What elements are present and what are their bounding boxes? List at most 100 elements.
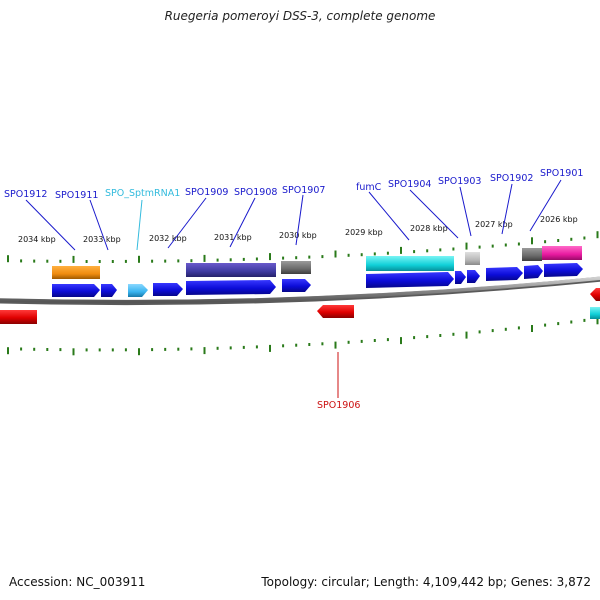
lower-scale-minor-tick xyxy=(504,327,507,331)
cds-arrow-spo1906[interactable] xyxy=(317,305,354,318)
upper-scale-minor-tick xyxy=(124,259,127,263)
cds-arrow-reverse-left[interactable] xyxy=(0,310,37,324)
lower-scale-major-tick xyxy=(203,347,206,355)
cds-arrow-spo1909[interactable] xyxy=(153,283,183,296)
lower-scale-minor-tick xyxy=(282,344,285,348)
upper-scale-minor-tick xyxy=(452,247,455,251)
gene-label-spo1901[interactable]: SPO1901 xyxy=(540,168,583,179)
gene-label-spo1909[interactable]: SPO1909 xyxy=(185,187,228,198)
lower-scale-minor-tick xyxy=(33,347,36,351)
callout-spo1912 xyxy=(25,199,76,251)
upper-scale-minor-tick xyxy=(426,249,429,253)
upper-scale-minor-tick xyxy=(491,244,494,248)
upper-scale-minor-tick xyxy=(46,259,49,263)
kbp-label-2032: 2032 kbp xyxy=(149,234,187,243)
upper-scale-minor-tick xyxy=(517,242,520,246)
gene-label-spo1907[interactable]: SPO1907 xyxy=(282,185,325,196)
topology-text: Topology: circular; Length: 4,109,442 bp… xyxy=(261,575,591,589)
kbp-label-2034: 2034 kbp xyxy=(18,235,56,244)
cds-arrow-spo1904[interactable] xyxy=(455,271,466,284)
lower-scale-major-tick xyxy=(334,341,337,349)
upper-scale-minor-tick xyxy=(229,258,232,262)
gene-label-spo1908[interactable]: SPO1908 xyxy=(234,187,277,198)
lower-scale-major-tick xyxy=(72,348,75,356)
cds-arrow-reverse-right[interactable] xyxy=(590,288,600,301)
callout-spo1903 xyxy=(459,186,472,237)
lower-scale-minor-tick xyxy=(373,339,376,342)
callout-spo1907 xyxy=(295,194,304,246)
lower-scale-minor-tick xyxy=(413,336,416,340)
lower-scale-minor-tick xyxy=(255,345,258,349)
gene-label-spo1904[interactable]: SPO1904 xyxy=(388,179,431,190)
upper-scale-major-tick xyxy=(203,254,206,262)
cds-arrow-spo1911[interactable] xyxy=(101,284,117,297)
feature-block-cyan[interactable] xyxy=(366,256,454,271)
feature-block-gray[interactable] xyxy=(281,261,311,274)
gene-label-spo1906[interactable]: SPO1906 xyxy=(317,400,360,411)
feature-block-orange[interactable] xyxy=(52,266,100,279)
lower-scale-minor-tick xyxy=(46,348,49,351)
cds-arrow-spo1903[interactable] xyxy=(467,270,480,283)
upper-scale-minor-tick xyxy=(373,252,376,256)
map-title: Ruegeria pomeroyi DSS-3, complete genome xyxy=(164,9,436,23)
upper-scale-ticks xyxy=(7,231,599,263)
upper-scale-major-tick xyxy=(531,237,533,245)
upper-scale-minor-tick xyxy=(20,259,23,263)
gene-label-spo1902[interactable]: SPO1902 xyxy=(490,173,533,184)
cds-arrow-spo1907[interactable] xyxy=(282,279,311,292)
cds-arrow-spo1902[interactable] xyxy=(486,267,523,281)
cds-arrow-spo1908[interactable] xyxy=(186,280,276,295)
lower-scale-minor-tick xyxy=(20,347,23,351)
lower-scale-major-tick xyxy=(400,337,402,345)
lower-scale-minor-tick xyxy=(190,347,193,351)
cds-arrow-spo1901[interactable] xyxy=(544,263,583,277)
lower-scale-minor-tick xyxy=(229,346,232,350)
reverse-cds-track xyxy=(0,288,600,324)
upper-scale-minor-tick xyxy=(504,243,507,247)
gene-label-fumc[interactable]: fumC xyxy=(356,182,382,193)
kbp-label-2030: 2030 kbp xyxy=(279,231,317,240)
feature-block-magenta[interactable] xyxy=(542,246,582,260)
upper-scale-minor-tick xyxy=(439,248,442,252)
lower-scale-minor-tick xyxy=(151,348,154,352)
lower-scale-minor-tick xyxy=(242,345,245,349)
upper-scale-major-tick xyxy=(72,255,75,263)
callout-fumc xyxy=(368,191,410,241)
lower-scale-minor-tick xyxy=(164,347,167,351)
feature-block-darkgray[interactable] xyxy=(522,248,542,261)
gene-label-sptmrna1[interactable]: SPO_SptmRNA1 xyxy=(105,188,180,199)
cds-arrow-spo1912[interactable] xyxy=(52,284,100,297)
lower-scale-minor-tick xyxy=(452,332,455,336)
cds-arrow-spo1901a[interactable] xyxy=(524,265,543,279)
lower-scale-minor-tick xyxy=(111,348,114,352)
gene-label-spo1911[interactable]: SPO1911 xyxy=(55,190,98,201)
upper-scale-minor-tick xyxy=(59,259,62,263)
lower-scale-minor-tick xyxy=(347,340,350,344)
upper-scale-minor-tick xyxy=(360,253,363,257)
feature-block-lightgray[interactable] xyxy=(465,252,480,265)
gene-label-spo1903[interactable]: SPO1903 xyxy=(438,176,481,187)
cds-arrow-fumc[interactable] xyxy=(366,272,454,288)
gene-label-spo1912[interactable]: SPO1912 xyxy=(4,189,47,200)
upper-scale-major-tick xyxy=(465,242,468,250)
upper-scale-minor-tick xyxy=(570,237,573,241)
gene-labels: SPO1912 SPO1911 SPO_SptmRNA1 SPO1909 SPO… xyxy=(4,168,583,411)
upper-scale-major-tick xyxy=(7,255,9,263)
upper-scale-minor-tick xyxy=(282,256,285,260)
upper-scale-minor-tick xyxy=(544,240,547,244)
lower-scale-minor-tick xyxy=(570,320,573,324)
upper-scale-major-tick xyxy=(400,246,402,254)
feature-block-purple[interactable] xyxy=(186,263,276,277)
lower-scale-minor-tick xyxy=(321,342,324,346)
lower-scale-minor-tick xyxy=(295,343,298,347)
upper-scale-minor-tick xyxy=(557,239,560,242)
rna-arrow-sptmrna1[interactable] xyxy=(128,284,148,297)
upper-scale-minor-tick xyxy=(321,255,324,259)
upper-scale-major-tick xyxy=(269,253,271,261)
label-callout-lines xyxy=(25,179,562,398)
upper-scale-minor-tick xyxy=(255,257,258,261)
feature-block-cyan-reverse[interactable] xyxy=(590,307,600,319)
lower-scale-minor-tick xyxy=(544,323,547,327)
lower-scale-minor-tick xyxy=(216,346,219,350)
